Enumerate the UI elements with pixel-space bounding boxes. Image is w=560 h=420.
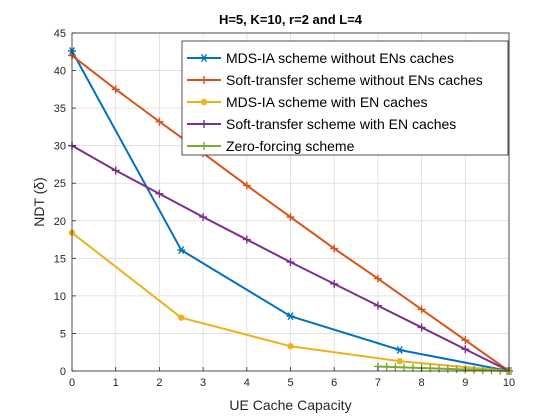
data-point [200,98,208,106]
x-axis-label: UE Cache Capacity [229,397,351,413]
x-tick-label: 0 [69,377,75,389]
data-point [478,366,487,375]
x-tick-label: 5 [287,377,293,389]
x-tick-label: 2 [156,377,162,389]
x-tick-label: 3 [200,377,206,389]
data-point [461,345,470,354]
marker-stroke [178,246,185,255]
data-point [200,76,208,84]
marker-stroke [287,312,294,321]
y-tick-label: 40 [54,66,66,78]
marker-stroke [201,54,207,62]
data-point [461,336,470,345]
x-tick-label: 8 [419,377,425,389]
y-tick-label: 5 [60,328,66,340]
data-point [373,301,382,310]
data-point [408,363,417,372]
data-point [382,362,391,371]
marker-stroke [396,345,403,354]
data-point [443,364,452,373]
data-point [155,117,164,126]
y-axis-label: NDT (δ) [31,177,47,227]
data-point [417,305,426,314]
data-point [242,181,251,190]
data-point [111,166,120,175]
legend-item-4: Soft-transfer scheme with EN caches [187,116,456,132]
data-point [373,274,382,283]
legend: MDS-IA scheme without ENs caches Soft-tra… [181,40,509,156]
data-point [286,213,295,222]
legend-box [181,40,509,156]
x-tick-label: 9 [462,377,468,389]
data-point [200,54,208,62]
data-point [452,365,461,374]
y-tick-label: 35 [54,103,66,115]
x-tick-label: 7 [375,377,381,389]
y-tick-label: 20 [54,216,66,228]
chart-title: H=5, K=10, r=2 and L=4 [219,12,363,27]
legend-item-5: Zero-forcing scheme [187,138,355,154]
legend-item-2: Soft-transfer scheme without ENs caches [187,72,483,88]
data-point [200,142,208,150]
data-point [177,246,186,255]
data-point [286,258,295,267]
data-point [286,312,295,321]
data-point [242,235,251,244]
y-tick-label: 45 [54,28,66,40]
legend-label: Zero-forcing scheme [226,138,355,154]
y-tick-label: 0 [60,366,66,378]
y-tick-label: 30 [54,141,66,153]
data-point [396,358,403,365]
legend-label: MDS-IA scheme with EN caches [226,94,428,110]
legend-label: Soft-transfer scheme without ENs caches [226,72,483,88]
x-tick-label: 6 [331,377,337,389]
series-layer [68,47,513,375]
data-point [487,366,496,375]
series-line [377,365,510,372]
legend-item-3: MDS-IA scheme with EN caches [187,94,428,110]
data-point [391,363,400,372]
data-point [287,343,294,350]
data-point [330,279,339,288]
data-point [417,323,426,332]
legend-item-1: MDS-IA scheme without ENs caches [187,50,454,66]
data-point [155,189,164,198]
legend-label: Soft-transfer scheme with EN caches [226,116,456,132]
x-tick-label: 10 [503,377,515,389]
data-point [470,365,479,374]
data-point [200,120,208,128]
data-point [330,244,339,253]
legend-label: MDS-IA scheme without ENs caches [226,50,454,66]
series-5 [373,362,513,375]
y-tick-label: 10 [54,291,66,303]
data-point [395,345,404,354]
data-point [111,85,120,94]
y-tick-label: 25 [54,178,66,190]
data-point [199,213,208,222]
y-tick-label: 15 [54,253,66,265]
x-tick-label: 4 [244,377,250,389]
data-point [178,314,185,321]
x-tick-label: 1 [113,377,119,389]
data-point [400,363,409,372]
